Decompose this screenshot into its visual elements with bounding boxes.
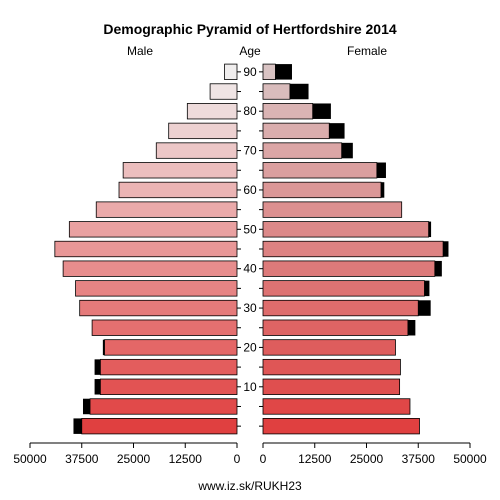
female-bar-5-9 — [262, 398, 411, 415]
male-excess-5-9 — [82, 398, 91, 415]
male-bar-90+ — [224, 63, 238, 80]
axes-group: 10 20 30 40 50 60 70 80 90 50000 37500 25000 12500 0 0… — [13, 65, 487, 466]
bars-group — [54, 63, 449, 435]
female-x-tick-label: 12500 — [298, 452, 332, 466]
female-bar-55-59 — [262, 201, 403, 218]
male-bar-55-59 — [95, 201, 238, 218]
female-bar-20-24 — [262, 339, 396, 356]
female-label: Female — [347, 44, 387, 58]
female-excess-65-69 — [376, 162, 386, 179]
age-tick-label: 10 — [243, 380, 257, 394]
male-x-tick-label: 12500 — [169, 452, 203, 466]
female-excess-60-64 — [380, 182, 385, 198]
female-excess-85-89 — [289, 83, 309, 100]
age-tick-label: 90 — [243, 65, 257, 79]
female-bar-40-44 — [262, 260, 436, 277]
male-excess-15-19 — [94, 359, 101, 375]
female-bar-15-19 — [262, 358, 401, 376]
female-bar-90+ — [262, 63, 276, 80]
male-bar-40-44 — [62, 260, 238, 277]
male-label: Male — [127, 44, 153, 58]
female-excess-35-39 — [424, 280, 430, 297]
female-bar-80-84 — [262, 103, 314, 120]
male-bar-85-89 — [209, 83, 238, 100]
female-bar-65-69 — [262, 162, 378, 179]
female-excess-40-44 — [434, 260, 442, 277]
age-tick-label: 50 — [243, 222, 257, 236]
male-bar-60-64 — [118, 181, 238, 199]
female-excess-75-79 — [329, 123, 345, 139]
female-excess-90+ — [275, 64, 292, 80]
age-tick-label: 40 — [243, 262, 257, 276]
male-bar-10-14 — [99, 378, 238, 395]
female-excess-50-54 — [428, 221, 432, 238]
female-bar-45-49 — [262, 240, 444, 258]
female-bar-50-54 — [262, 221, 430, 238]
female-x-tick-label: 25000 — [350, 452, 384, 466]
male-bar-5-9 — [89, 398, 238, 415]
male-bar-15-19 — [99, 358, 238, 376]
female-x-tick-label: 50000 — [453, 452, 487, 466]
male-bar-20-24 — [104, 339, 238, 356]
age-tick-label: 80 — [243, 104, 257, 118]
age-tick-label: 70 — [243, 144, 257, 158]
age-label: Age — [239, 44, 261, 58]
male-bar-30-34 — [79, 299, 238, 317]
male-x-tick-label: 25000 — [117, 452, 151, 466]
age-tick-label: 30 — [243, 301, 257, 315]
female-excess-45-49 — [443, 241, 449, 257]
male-bar-25-29 — [91, 319, 238, 336]
female-bar-85-89 — [262, 83, 291, 100]
source-label: www.iz.sk/RUKH23 — [197, 479, 302, 493]
female-excess-70-74 — [341, 142, 353, 159]
female-bar-25-29 — [262, 319, 409, 336]
male-x-tick-label: 50000 — [13, 452, 47, 466]
male-bar-45-49 — [54, 240, 238, 258]
female-bar-75-79 — [262, 122, 330, 140]
female-excess-80-84 — [312, 103, 331, 119]
age-tick-label: 60 — [243, 183, 257, 197]
male-x-tick-label: 37500 — [65, 452, 99, 466]
male-excess-10-14 — [94, 379, 101, 395]
female-bar-60-64 — [262, 181, 382, 199]
chart-title: Demographic Pyramid of Hertfordshire 201… — [103, 21, 397, 37]
male-bar-0-4 — [81, 418, 238, 435]
female-x-tick-label: 37500 — [402, 452, 436, 466]
female-bar-35-39 — [262, 280, 425, 297]
male-bar-70-74 — [155, 142, 238, 159]
male-bar-65-69 — [122, 162, 238, 179]
female-bar-30-34 — [262, 299, 419, 317]
male-bar-80-84 — [186, 103, 238, 120]
female-excess-30-34 — [418, 300, 431, 316]
age-tick-label: 20 — [243, 340, 257, 354]
female-excess-25-29 — [407, 319, 416, 336]
female-bar-0-4 — [262, 418, 420, 435]
female-bar-10-14 — [262, 378, 401, 395]
male-x-tick-label: 0 — [234, 452, 241, 466]
male-bar-50-54 — [68, 221, 238, 238]
male-bar-75-79 — [168, 122, 238, 140]
female-bar-70-74 — [262, 142, 343, 159]
male-bar-35-39 — [75, 280, 238, 297]
female-x-tick-label: 0 — [260, 452, 267, 466]
male-excess-0-4 — [73, 418, 82, 434]
male-excess-20-24 — [102, 339, 105, 356]
